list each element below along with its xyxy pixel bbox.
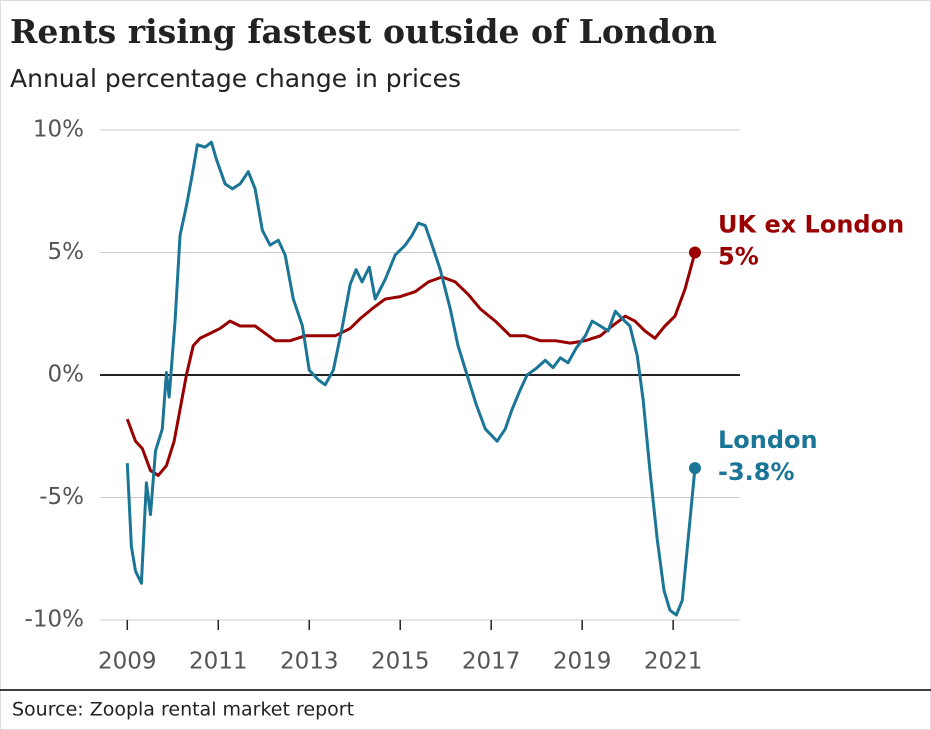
end-point xyxy=(688,462,701,475)
y-tick-label: -5% xyxy=(39,484,84,510)
end-label: 5% xyxy=(718,243,759,271)
y-tick-label: -10% xyxy=(25,607,84,633)
series-label: UK ex London xyxy=(718,211,904,239)
series-line xyxy=(125,140,697,617)
chart-subtitle: Annual percentage change in prices xyxy=(10,64,461,93)
end-point xyxy=(688,246,701,259)
y-tick-label: 10% xyxy=(33,117,84,143)
x-tick-label: 2019 xyxy=(553,649,612,675)
source: Source: Zoopla rental market report xyxy=(12,699,354,721)
series-label: London xyxy=(718,426,818,454)
x-tick-label: 2013 xyxy=(280,649,339,675)
x-tick-label: 2017 xyxy=(462,649,521,675)
chart-title: Rents rising fastest outside of London xyxy=(10,12,717,51)
x-tick-label: 2009 xyxy=(98,649,157,675)
y-tick-label: 5% xyxy=(48,239,85,265)
x-tick-label: 2015 xyxy=(371,649,430,675)
x-tick-label: 2021 xyxy=(644,649,703,675)
y-tick-label: 0% xyxy=(48,362,85,388)
end-label: -3.8% xyxy=(718,458,795,486)
x-tick-label: 2011 xyxy=(189,649,248,675)
